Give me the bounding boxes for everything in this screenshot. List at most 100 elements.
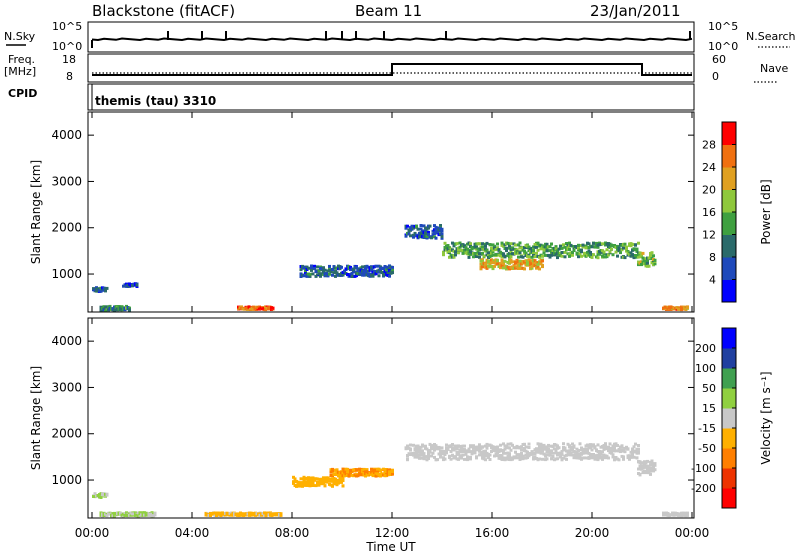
velocity-cell — [433, 448, 436, 452]
velocity-cell — [608, 442, 612, 446]
velocity-cell — [93, 492, 97, 496]
power-cell — [638, 251, 642, 255]
velocity-cell — [611, 455, 615, 459]
power-cell — [538, 267, 541, 271]
power-cell — [629, 251, 633, 255]
velocity-cell — [475, 456, 478, 460]
velocity-cell — [496, 447, 499, 451]
power-cell — [505, 249, 508, 253]
power-cell — [454, 250, 457, 254]
power-cell — [533, 259, 537, 263]
velocity-cell — [316, 481, 319, 485]
power-cell — [487, 251, 490, 255]
power-cell — [475, 255, 478, 258]
velocity-cell — [481, 445, 484, 449]
power-cell — [407, 232, 411, 236]
velocity-cell — [454, 455, 457, 459]
power-cell — [322, 270, 325, 274]
velocity-cell — [346, 467, 349, 471]
velocity-cell — [443, 457, 447, 461]
velocity-cell — [653, 468, 657, 472]
y-tick-label: 2000 — [51, 427, 82, 441]
velocity-cell — [550, 449, 553, 453]
power-cell — [605, 248, 609, 252]
power-cell — [509, 250, 513, 253]
velocity-cell — [421, 449, 424, 453]
power-cell — [481, 242, 484, 246]
x-tick-label: 00:00 — [675, 526, 710, 540]
velocity-cell — [347, 473, 351, 477]
power-cell — [590, 255, 594, 259]
power-cell — [455, 242, 459, 246]
power-cell — [577, 255, 580, 259]
velocity-cell — [617, 458, 621, 462]
power-cell — [373, 270, 376, 273]
power-cell — [614, 250, 618, 254]
velocity-cell — [478, 443, 481, 447]
x-tick-label: 00:00 — [75, 526, 110, 540]
power-cell — [418, 235, 421, 239]
velocity-cell — [418, 453, 421, 457]
y-tick-label: 3000 — [51, 380, 82, 394]
velocity-cell — [412, 443, 415, 447]
y-tick-label: 1000 — [51, 473, 82, 487]
power-cell — [563, 250, 567, 254]
nsearch-tick-low: 10^0 — [708, 40, 738, 53]
velocity-cell — [454, 444, 457, 448]
velocity-cell — [421, 443, 424, 447]
x-tick-label: 20:00 — [575, 526, 610, 540]
velocity-cell — [514, 450, 517, 454]
power-cell — [637, 241, 640, 245]
velocity-cell — [508, 452, 511, 456]
power-cell — [562, 243, 565, 247]
velocity-cell — [457, 457, 460, 461]
power-cell — [653, 258, 657, 262]
power-cell — [508, 267, 511, 271]
power-cell — [422, 224, 426, 228]
velocity-cell — [511, 443, 514, 447]
power-cell — [568, 248, 571, 251]
x-axis-label: Time UT — [365, 540, 416, 554]
velocity-cell — [326, 476, 330, 480]
colorbar-tick-label: -200 — [691, 482, 716, 495]
velocity-cell — [323, 478, 327, 482]
power-cell — [517, 243, 520, 247]
velocity-cell — [520, 451, 523, 455]
power-cell — [448, 255, 451, 259]
velocity-cell — [536, 442, 540, 446]
power-cell — [108, 304, 112, 308]
power-cell — [316, 265, 319, 269]
power-cell — [329, 270, 333, 273]
power-cell — [362, 272, 366, 276]
velocity-cell — [335, 468, 339, 472]
power-cell — [601, 242, 604, 246]
velocity-cell — [449, 450, 453, 453]
power-cell — [430, 236, 433, 240]
power-cell — [592, 253, 595, 257]
power-y-axis: 1000 2000 3000 4000 — [51, 128, 694, 281]
velocity-cell — [331, 483, 334, 487]
power-cell — [523, 246, 526, 249]
y-tick-label: 3000 — [51, 174, 82, 188]
velocity-cell — [503, 447, 507, 451]
velocity-cell — [445, 443, 448, 447]
cpid-value: themis (tau) 3310 — [95, 94, 216, 108]
velocity-cell — [553, 447, 556, 451]
power-cell — [355, 274, 358, 278]
power-cell — [305, 274, 309, 278]
power-cell — [647, 264, 651, 268]
power-cell — [521, 255, 525, 259]
power-cell — [526, 260, 529, 263]
velocity-cell — [379, 474, 382, 478]
velocity-cell — [616, 444, 619, 447]
velocity-cell — [562, 456, 565, 460]
velocity-cell — [544, 447, 547, 451]
power-cell — [391, 268, 394, 272]
power-cell — [361, 265, 364, 269]
velocity-cell — [514, 456, 517, 459]
power-cell — [545, 242, 549, 246]
power-cell — [584, 246, 588, 250]
velocity-cell — [391, 470, 394, 473]
power-cell — [427, 232, 430, 236]
velocity-cell — [301, 484, 304, 488]
